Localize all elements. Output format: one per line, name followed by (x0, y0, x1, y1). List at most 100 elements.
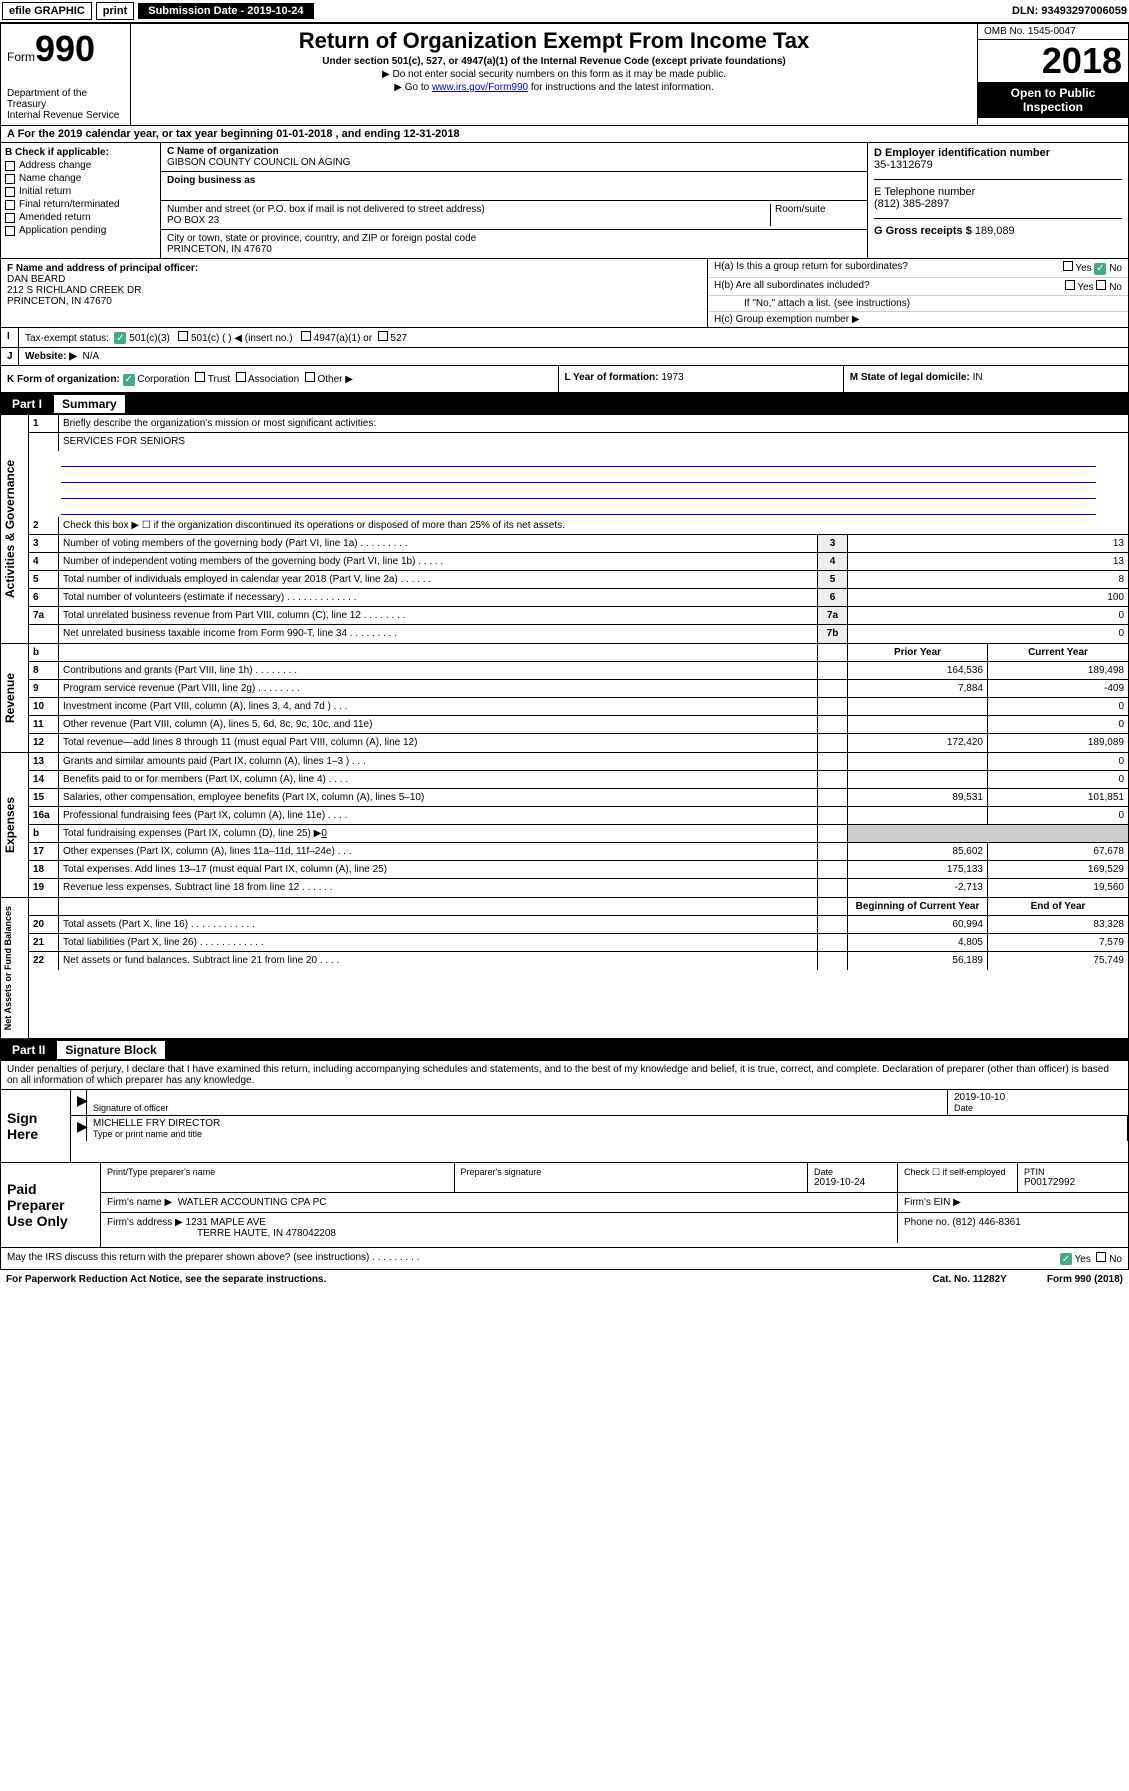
c20: 83,328 (988, 916, 1128, 933)
v4: 13 (848, 553, 1128, 570)
firm-name: WATLER ACCOUNTING CPA PC (178, 1197, 327, 1208)
other-chk[interactable] (305, 372, 315, 382)
chk-amended[interactable] (5, 213, 15, 223)
chk-address-change[interactable] (5, 161, 15, 171)
sig-date: 2019-10-10 (954, 1092, 1122, 1103)
block-f-h: F Name and address of principal officer:… (0, 259, 1129, 328)
open-public: Open to Public Inspection (978, 82, 1128, 118)
ha-yes[interactable] (1063, 261, 1073, 271)
org-name: GIBSON COUNTY COUNCIL ON AGING (167, 157, 861, 168)
l16bv: 0 (321, 828, 327, 839)
p17: 85,602 (848, 843, 988, 860)
paid-preparer-label: Paid Preparer Use Only (1, 1163, 101, 1247)
prep-date: 2019-10-24 (814, 1177, 891, 1188)
c19: 19,560 (988, 879, 1128, 897)
cat-no: Cat. No. 11282Y (932, 1274, 1006, 1285)
vlabel-actgov: Activities & Governance (1, 415, 29, 643)
ptin: P00172992 (1024, 1177, 1122, 1188)
p9: 7,884 (848, 680, 988, 697)
chk-final-return[interactable] (5, 200, 15, 210)
501c3-checked: ✓ (114, 332, 126, 344)
gross-receipts: 189,089 (975, 225, 1015, 237)
line-i: I Tax-exempt status: ✓ 501(c)(3) 501(c) … (0, 328, 1129, 349)
ha-no-checked: ✓ (1094, 263, 1106, 275)
irs-link[interactable]: www.irs.gov/Form990 (432, 82, 528, 93)
print-btn[interactable]: print (96, 2, 134, 20)
arrow-icon: ▶ (71, 1116, 87, 1141)
form-990-number: 990 (35, 28, 95, 69)
dept-treasury: Department of the Treasury (7, 88, 124, 110)
chk-name-change[interactable] (5, 174, 15, 184)
c9: -409 (988, 680, 1128, 697)
box-d-e-g: D Employer identification number 35-1312… (868, 143, 1128, 258)
efile-graphic-btn[interactable]: efile GRAPHIC (2, 2, 92, 20)
527-chk[interactable] (378, 331, 388, 341)
c16a: 0 (988, 807, 1128, 824)
v6: 100 (848, 589, 1128, 606)
submission-date: Submission Date - 2019-10-24 (138, 3, 313, 19)
efile-topbar: efile GRAPHIC print Submission Date - 20… (0, 0, 1129, 23)
form-subtitle: Under section 501(c), 527, or 4947(a)(1)… (137, 56, 971, 67)
block-b-c-d: B Check if applicable: Address change Na… (0, 143, 1129, 259)
discuss-no[interactable] (1096, 1252, 1106, 1262)
box-b: B Check if applicable: Address change Na… (1, 143, 161, 258)
sign-here-label: Sign Here (1, 1090, 71, 1162)
501c-chk[interactable] (178, 331, 188, 341)
p18: 175,133 (848, 861, 988, 878)
form-ref: Form 990 (2018) (1047, 1274, 1123, 1285)
c12: 189,089 (988, 734, 1128, 752)
instr-link-line: ▶ Go to www.irs.gov/Form990 for instruct… (137, 82, 971, 93)
bottom-line: For Paperwork Reduction Act Notice, see … (0, 1270, 1129, 1289)
p8: 164,536 (848, 662, 988, 679)
hb-yes[interactable] (1065, 280, 1075, 290)
discuss-yes-checked: ✓ (1060, 1253, 1072, 1265)
telephone: (812) 385-2897 (874, 198, 1122, 210)
officer-addr2: PRINCETON, IN 47670 (7, 296, 701, 307)
firm-addr1: 1231 MAPLE AVE (186, 1217, 266, 1228)
v7b: 0 (848, 625, 1128, 643)
c10: 0 (988, 698, 1128, 715)
rule (61, 469, 1096, 483)
discuss-line: May the IRS discuss this return with the… (0, 1248, 1129, 1271)
mission: SERVICES FOR SENIORS (59, 433, 1128, 451)
line-j: J Website: ▶ N/A (0, 348, 1129, 366)
trust-chk[interactable] (195, 372, 205, 382)
firm-phone: (812) 446-8361 (952, 1217, 1020, 1228)
p20: 60,994 (848, 916, 988, 933)
netassets-section: Net Assets or Fund Balances Beginning of… (0, 898, 1129, 1039)
arrow-icon: ▶ (71, 1090, 87, 1115)
c22: 75,749 (988, 952, 1128, 970)
c17: 67,678 (988, 843, 1128, 860)
firm-addr2: TERRE HAUTE, IN 478042208 (107, 1228, 891, 1239)
vlabel-expenses: Expenses (1, 753, 29, 897)
form-word: Form990 (7, 28, 124, 70)
c18: 169,529 (988, 861, 1128, 878)
chk-initial-return[interactable] (5, 187, 15, 197)
form-title: Return of Organization Exempt From Incom… (137, 28, 971, 54)
sign-here-block: Sign Here ▶ Signature of officer 2019-10… (0, 1090, 1129, 1163)
instr-ssn: ▶ Do not enter social security numbers o… (137, 69, 971, 80)
corp-checked: ✓ (123, 374, 135, 386)
org-street: PO BOX 23 (167, 215, 766, 226)
p12: 172,420 (848, 734, 988, 752)
v7a: 0 (848, 607, 1128, 624)
p22: 56,189 (848, 952, 988, 970)
perjury-decl: Under penalties of perjury, I declare th… (0, 1061, 1129, 1090)
tax-year: 2018 (978, 40, 1128, 82)
v5: 8 (848, 571, 1128, 588)
omb-number: OMB No. 1545-0047 (978, 24, 1128, 40)
4947-chk[interactable] (301, 331, 311, 341)
line-a-taxyear: A For the 2019 calendar year, or tax yea… (0, 126, 1129, 143)
rule (61, 453, 1096, 467)
chk-app-pending[interactable] (5, 226, 15, 236)
expenses-section: Expenses 13Grants and similar amounts pa… (0, 753, 1129, 898)
assoc-chk[interactable] (236, 372, 246, 382)
org-city: PRINCETON, IN 47670 (167, 244, 861, 255)
p19: -2,713 (848, 879, 988, 897)
officer-name: DAN BEARD (7, 274, 701, 285)
c13: 0 (988, 753, 1128, 770)
hb-no[interactable] (1096, 280, 1106, 290)
c8: 189,498 (988, 662, 1128, 679)
website: N/A (83, 351, 100, 362)
year-formation: 1973 (661, 372, 683, 383)
